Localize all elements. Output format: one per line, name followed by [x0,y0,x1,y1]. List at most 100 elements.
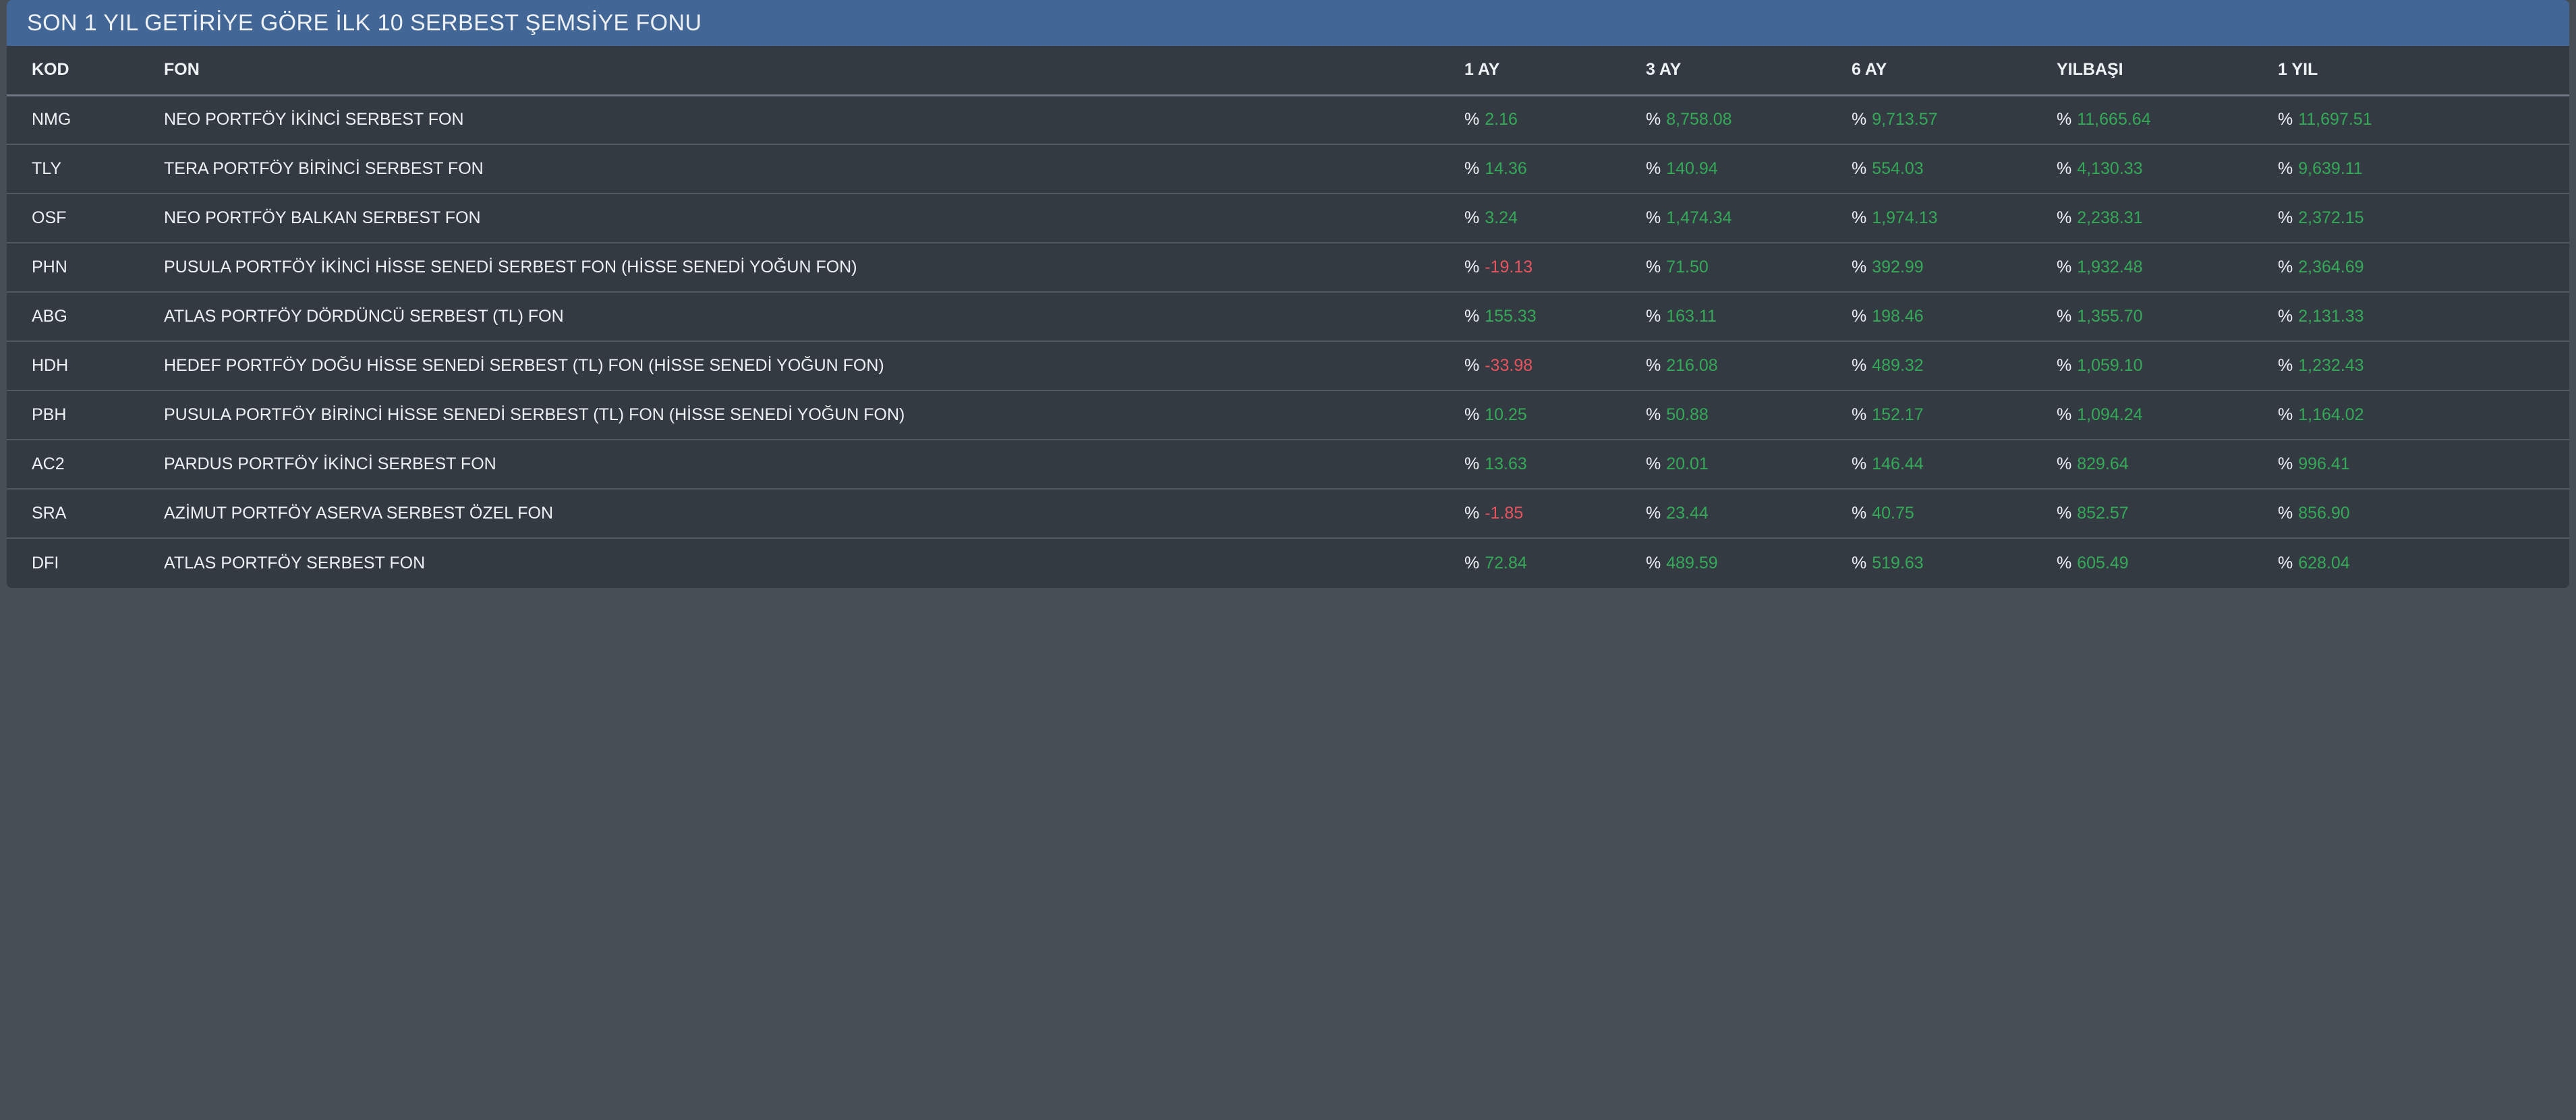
percent-sign: % [2278,159,2293,178]
return-value: 13.63 [1485,454,1527,473]
fund-return-cell: % 20.01 [1646,440,1852,490]
return-value: 4,130.33 [2077,159,2143,178]
percent-sign: % [1464,504,1480,523]
fund-return-cell: % -33.98 [1464,341,1646,391]
percent-sign: % [1852,110,1867,129]
fund-return-cell: % 9,639.11 [2278,144,2569,194]
percent-sign: % [2057,110,2072,129]
return-value: 50.88 [1666,405,1709,424]
column-header-6ay: 6 AY [1852,46,2057,96]
percent-sign: % [1464,110,1480,129]
percent-sign: % [1464,208,1480,227]
return-value: 852.57 [2077,504,2129,523]
percent-sign: % [1464,159,1480,178]
return-value: 392.99 [1872,258,1924,276]
fund-code: HDH [7,341,164,391]
return-value: -33.98 [1485,356,1533,375]
percent-sign: % [2278,110,2293,129]
return-value: 856.90 [2298,504,2350,523]
percent-sign: % [2057,356,2072,375]
percent-sign: % [1646,405,1661,424]
percent-sign: % [2057,454,2072,473]
return-value: 554.03 [1872,159,1924,178]
table-row[interactable]: DFI ATLAS PORTFÖY SERBEST FON% 72.84% 489.5… [7,538,2569,587]
percent-sign: % [1646,159,1661,178]
table-row[interactable]: NMG NEO PORTFÖY İKİNCİ SERBEST FON% 2.16% 8… [7,95,2569,145]
fund-return-cell: % 1,094.24 [2057,390,2278,440]
fund-return-cell: % 72.84 [1464,538,1646,587]
return-value: 489.59 [1666,553,1718,572]
return-value: 8,758.08 [1666,110,1732,129]
percent-sign: % [2278,454,2293,473]
return-value: 11,697.51 [2298,110,2372,129]
return-value: 71.50 [1666,258,1709,276]
fund-return-cell: % 9,713.57 [1852,95,2057,145]
fund-return-cell: % 8,758.08 [1646,95,1852,145]
fund-table-body: NMG NEO PORTFÖY İKİNCİ SERBEST FON% 2.16% 8… [7,95,2569,587]
fund-return-cell: % -19.13 [1464,243,1646,293]
table-row[interactable]: HDH HEDEF PORTFÖY DOĞU HİSSE SENEDİ SERBE… [7,341,2569,391]
table-row[interactable]: AC2 PARDUS PORTFÖY İKİNCİ SERBEST FON% 13.… [7,440,2569,490]
percent-sign: % [2278,405,2293,424]
percent-sign: % [2278,258,2293,276]
percent-sign: % [2057,307,2072,326]
fund-return-cell: % 1,059.10 [2057,341,2278,391]
fund-return-cell: % 392.99 [1852,243,2057,293]
table-row[interactable]: TLY TERA PORTFÖY BİRİNCİ SERBEST FON% 14.3… [7,144,2569,194]
percent-sign: % [1464,258,1480,276]
fund-return-cell: % 163.11 [1646,292,1852,342]
fund-return-cell: % 852.57 [2057,489,2278,539]
percent-sign: % [1852,454,1867,473]
fund-return-cell: % 198.46 [1852,292,2057,342]
percent-sign: % [2057,405,2072,424]
return-value: 140.94 [1666,159,1718,178]
fund-code: ABG [7,292,164,342]
fund-return-cell: % 152.17 [1852,390,2057,440]
return-value: -1.85 [1485,504,1524,523]
fund-name: PUSULA PORTFÖY İKİNCİ HİSSE SENEDİ SERBE… [164,243,1464,293]
fund-code: AC2 [7,440,164,490]
percent-sign: % [2057,208,2072,227]
percent-sign: % [1646,258,1661,276]
fund-name: TERA PORTFÖY BİRİNCİ SERBEST FON [164,144,1464,194]
return-value: 11,665.64 [2077,110,2151,129]
fund-name: AZİMUT PORTFÖY ASERVA SERBEST ÖZEL FON [164,489,1464,539]
fund-return-cell: % 146.44 [1852,440,2057,490]
table-row[interactable]: SRA AZİMUT PORTFÖY ASERVA SERBEST ÖZEL FO… [7,489,2569,539]
percent-sign: % [1646,454,1661,473]
table-row[interactable]: PBH PUSULA PORTFÖY BİRİNCİ HİSSE SENEDİ S… [7,390,2569,440]
fund-return-cell: % 1,232.43 [2278,341,2569,391]
fund-return-cell: % 11,697.51 [2278,95,2569,145]
return-value: 1,355.70 [2077,307,2143,326]
percent-sign: % [1646,110,1661,129]
fund-return-cell: % 996.41 [2278,440,2569,490]
return-value: 14.36 [1485,159,1527,178]
return-value: 2,372.15 [2298,208,2364,227]
table-header-row: KOD FON 1 AY 3 AY 6 AY YILBAŞI 1 YIL [7,46,2569,96]
percent-sign: % [2278,553,2293,572]
fund-return-cell: % 2,131.33 [2278,292,2569,342]
return-value: 2,238.31 [2077,208,2143,227]
percent-sign: % [1646,307,1661,326]
percent-sign: % [1852,553,1867,572]
column-header-1ay: 1 AY [1464,46,1646,96]
return-value: 9,639.11 [2298,159,2363,178]
return-value: 1,474.34 [1666,208,1732,227]
percent-sign: % [2057,553,2072,572]
percent-sign: % [1464,553,1480,572]
column-header-fon: FON [164,46,1464,96]
return-value: 519.63 [1872,553,1924,572]
fund-return-cell: % 216.08 [1646,341,1852,391]
fund-return-cell: % 10.25 [1464,390,1646,440]
fund-return-cell: % 628.04 [2278,538,2569,587]
fund-return-cell: % 1,474.34 [1646,194,1852,243]
fund-code: PHN [7,243,164,293]
table-row[interactable]: OSF NEO PORTFÖY BALKAN SERBEST FON% 3.24% 1… [7,194,2569,243]
percent-sign: % [2278,356,2293,375]
fund-return-cell: % 2,364.69 [2278,243,2569,293]
table-row[interactable]: PHN PUSULA PORTFÖY İKİNCİ HİSSE SENEDİ SE… [7,243,2569,293]
percent-sign: % [2057,504,2072,523]
table-row[interactable]: ABG ATLAS PORTFÖY DÖRDÜNCÜ SERBEST (TL) F… [7,292,2569,342]
panel-header: SON 1 YIL GETİRİYE GÖRE İLK 10 SERBEST Ş… [7,0,2569,46]
percent-sign: % [1646,356,1661,375]
